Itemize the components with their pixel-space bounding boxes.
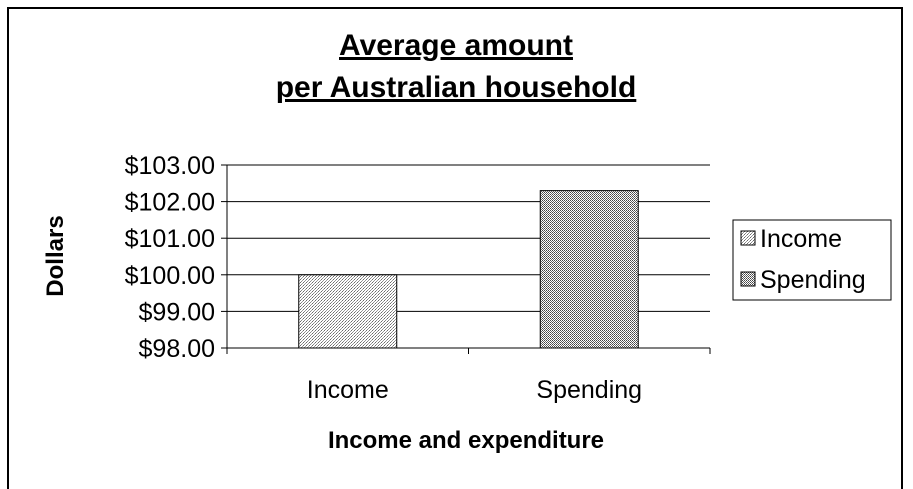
x-tick-label: Spending bbox=[536, 376, 642, 404]
y-tick-label: $98.00 bbox=[139, 335, 215, 363]
chart-title-line-2: per Australian household bbox=[276, 71, 637, 104]
chart-title-line-1: Average amount bbox=[339, 29, 573, 62]
y-tick-label: $102.00 bbox=[125, 189, 215, 217]
legend-box bbox=[732, 219, 892, 301]
bars bbox=[298, 190, 639, 349]
x-tick-label: Income bbox=[307, 376, 389, 404]
y-tick-label: $99.00 bbox=[139, 298, 215, 326]
legend-label-income: Income bbox=[760, 225, 842, 253]
legend-swatch-spending bbox=[740, 271, 756, 287]
bar-spending bbox=[539, 190, 639, 349]
bar-income bbox=[298, 274, 398, 349]
legend: Income Spending bbox=[732, 219, 892, 301]
x-axis-title: Income and expenditure bbox=[328, 427, 604, 454]
y-tick-label: $101.00 bbox=[125, 225, 215, 253]
y-axis-ticks: $98.00 $99.00 $100.00 $101.00 $102.00 $103.00 bbox=[125, 152, 227, 363]
y-tick-label: $100.00 bbox=[125, 262, 215, 290]
chart-frame bbox=[7, 7, 903, 489]
y-axis-title: Dollars bbox=[42, 215, 69, 296]
y-tick-label: $103.00 bbox=[125, 152, 215, 180]
legend-swatch-income bbox=[740, 230, 756, 246]
x-axis-ticks: Income Spending bbox=[226, 348, 711, 404]
legend-label-spending: Spending bbox=[760, 266, 866, 294]
